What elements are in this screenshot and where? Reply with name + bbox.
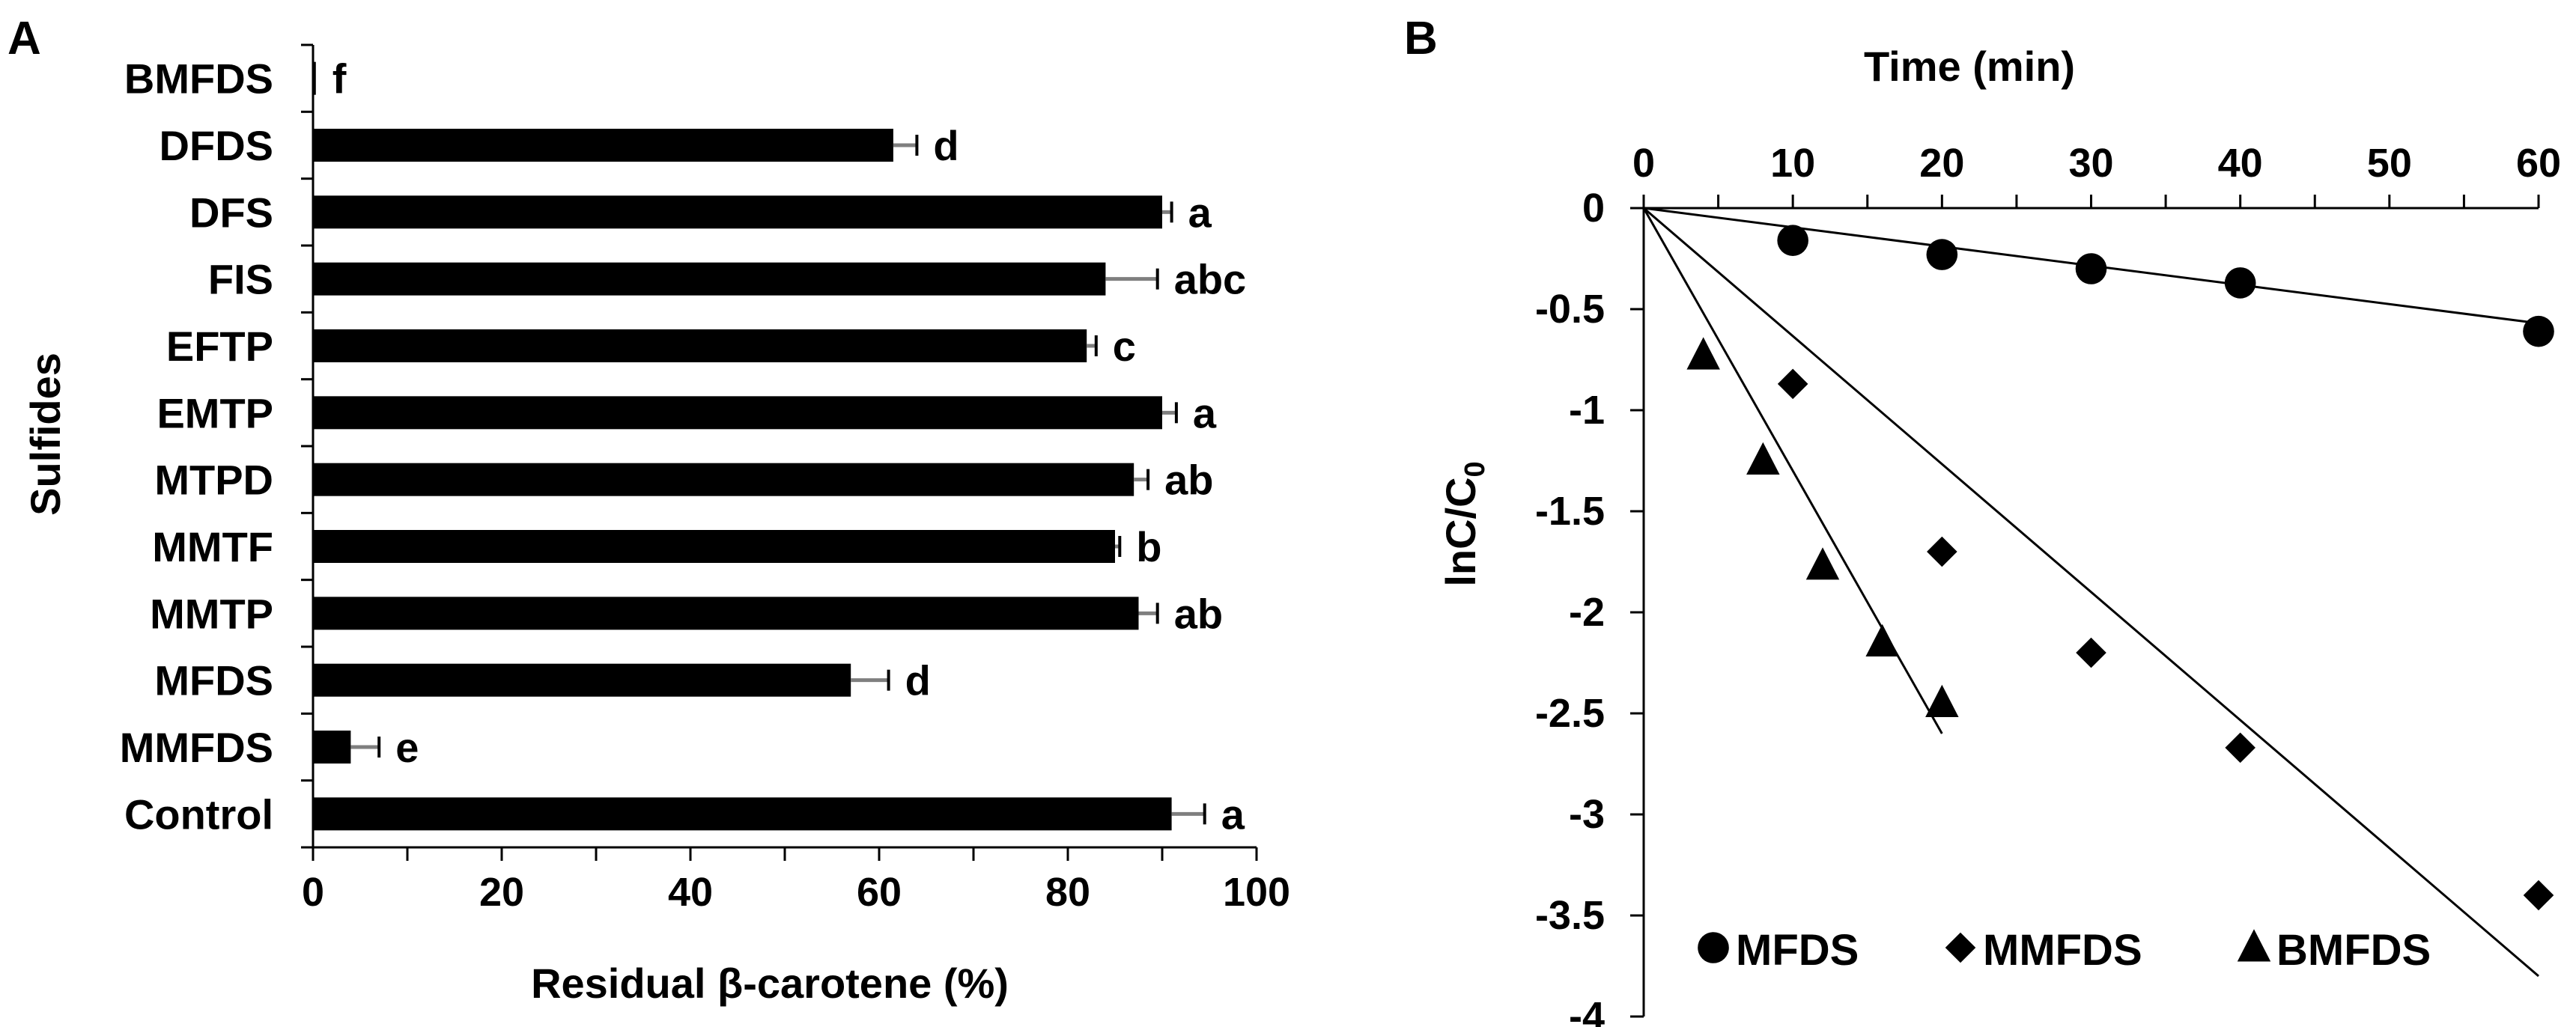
panel-a-x-tick-label: 80	[1045, 870, 1090, 915]
panel-a-xlabel: Residual β-carotene (%)	[531, 960, 1009, 1007]
panel-b-plot: 0 10 20 30 40 50 60 0 -0.5 -1 -1.5 -2 -2.5 -3 -3.5 -4	[1535, 141, 2561, 1027]
panel-b-ylabel-main: lnC/C	[1437, 477, 1484, 586]
panel-a-bar	[313, 195, 1162, 229]
panel-a-bar	[313, 663, 851, 697]
panel-a-significance-label: d	[905, 657, 931, 704]
panel-a-category-label: DFDS	[160, 122, 273, 169]
panel-a-bar	[313, 597, 1139, 630]
panel-b-point-bmfds	[1686, 337, 1720, 370]
panel-b-point-mfds	[2224, 267, 2256, 299]
panel-b-y-tick-label: 0	[1582, 186, 1605, 231]
panel-b-point-mfds	[1926, 239, 1958, 270]
panel-b-point-mfds	[2523, 315, 2554, 347]
panel-b-x-tick-label: 0	[1632, 141, 1655, 186]
panel-b-point-mmfds	[1777, 368, 1808, 400]
panel-b-point-bmfds	[1746, 442, 1780, 475]
panel-a-category-label: EFTP	[166, 323, 273, 370]
legend-marker-mmfds	[1945, 932, 1976, 963]
panel-a-significance-label: a	[1193, 389, 1217, 436]
panel-a-category-label: EMTP	[157, 389, 273, 436]
panel-a-label: A	[7, 13, 41, 64]
panel-b-y-tick-label: -3	[1569, 792, 1605, 837]
panel-b-x-tick-label: 20	[1919, 141, 1964, 186]
legend-marker-bmfds	[2237, 929, 2271, 962]
panel-a-significance-label: c	[1113, 323, 1136, 370]
panel-b-point-mmfds	[1927, 536, 1957, 567]
panel-b-x-tick-label: 50	[2367, 141, 2412, 186]
legend-label-mfds: MFDS	[1736, 926, 1859, 975]
panel-b-x-tick-label: 10	[1770, 141, 1815, 186]
panel-a-significance-label: ab	[1164, 457, 1213, 504]
panel-b-point-mmfds	[2523, 880, 2554, 911]
panel-a-category-label: DFS	[189, 189, 273, 236]
legend-label-mmfds: MMFDS	[1983, 926, 2142, 975]
panel-b-legend: MFDS MMFDS BMFDS	[1698, 926, 2431, 975]
panel-b-point-mfds	[2075, 253, 2107, 284]
panel-a-significance-label: f	[332, 55, 347, 103]
panel-a-bar	[313, 797, 1172, 831]
panel-b-point-bmfds	[1805, 547, 1840, 580]
panel-b-y-tick-label: -1.5	[1535, 489, 1605, 534]
panel-b-y-tick-label: -2.5	[1535, 691, 1605, 736]
panel-b-x-tick-label: 40	[2218, 141, 2263, 186]
panel-a-bar	[313, 731, 351, 764]
panel-b-point-bmfds	[1925, 684, 1959, 718]
panel-a-x-tick-label: 0	[302, 870, 324, 915]
panel-a-plot: 0 20 40 60 80 100 BMFDS f DFDS d DFS a FIS abc EFTP c EM…	[120, 43, 1290, 915]
panel-a-x-tick-label: 20	[479, 870, 524, 915]
panel-b-x-tick-label: 60	[2516, 141, 2561, 186]
panel-b-xlabel: Time (min)	[1864, 43, 2075, 90]
panel-a-ylabel: Sulfides	[22, 353, 69, 516]
panel-b-fit-line-mmfds	[1643, 207, 2539, 978]
panel-a-x-tick-label: 100	[1223, 870, 1290, 915]
panel-a-bar	[313, 262, 1106, 296]
panel-a-x-tick-label: 60	[857, 870, 902, 915]
panel-b-point-bmfds	[1865, 624, 1899, 657]
panel-b-point-mfds	[1777, 225, 1808, 257]
legend-label-bmfds: BMFDS	[2276, 926, 2431, 975]
panel-a-significance-label: ab	[1174, 590, 1223, 637]
panel-a-category-label: MFDS	[154, 657, 273, 704]
panel-a-significance-label: e	[395, 724, 419, 771]
panel-a-bar	[313, 61, 316, 95]
legend-marker-mfds	[1698, 932, 1729, 963]
panel-b-ylabel: lnC/C0	[1437, 461, 1491, 586]
panel-a-bar	[313, 530, 1115, 563]
panel-a-bar	[313, 396, 1162, 430]
panel-a-significance-label: abc	[1174, 256, 1247, 303]
panel-a-significance-label: b	[1136, 523, 1161, 570]
panel-a-category-label: MMFDS	[120, 724, 273, 771]
panel-a-x-tick-label: 40	[668, 870, 713, 915]
panel-a-bar	[313, 463, 1134, 496]
panel-a-significance-label: a	[1188, 189, 1212, 236]
panel-b-x-tick-label: 30	[2068, 141, 2113, 186]
panel-a-category-label: MMTP	[150, 590, 273, 637]
panel-b-ylabel-sub: 0	[1459, 461, 1491, 477]
panel-a-significance-label: d	[933, 122, 959, 169]
panel-b-label: B	[1404, 13, 1438, 64]
panel-a-category-label: MTPD	[154, 457, 273, 504]
panel-a-category-label: BMFDS	[124, 55, 273, 103]
panel-a-category-label: MMTF	[152, 523, 273, 570]
panel-b-point-mmfds	[2076, 637, 2106, 668]
panel-a-bar	[313, 329, 1087, 362]
panel-b-y-tick-label: -4	[1569, 994, 1605, 1027]
panel-b-y-tick-label: -1	[1569, 388, 1605, 433]
panel-b-y-tick-label: -0.5	[1535, 287, 1605, 332]
panel-a-category-label: FIS	[208, 256, 273, 303]
panel-b-y-tick-label: -2	[1569, 590, 1605, 635]
panel-a-bar	[313, 129, 893, 162]
panel-a-category-label: Control	[124, 790, 273, 838]
panel-a-significance-label: a	[1221, 790, 1245, 838]
panel-b-y-tick-label: -3.5	[1535, 893, 1605, 938]
panel-b-point-mmfds	[2225, 732, 2255, 764]
